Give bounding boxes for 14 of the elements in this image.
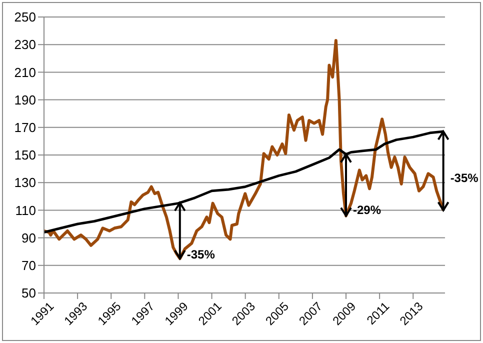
- y-tick-label: 170: [14, 120, 36, 136]
- y-tick-label: 210: [14, 64, 36, 80]
- y-tick-label: 110: [15, 202, 36, 218]
- y-tick-label: 230: [14, 37, 36, 52]
- y-tick-label: 50: [22, 286, 36, 301]
- annotation: -29%: [353, 202, 382, 217]
- annotation: -35%: [186, 247, 216, 262]
- y-tick-label: 250: [14, 10, 36, 25]
- y-tick-label: 130: [14, 175, 36, 190]
- y-tick-label: 190: [14, 92, 36, 108]
- y-tick-label: 90: [22, 230, 36, 246]
- y-tick-label: 150: [14, 148, 36, 163]
- annotation: -35%: [450, 170, 479, 185]
- y-tick-label: 70: [22, 258, 36, 274]
